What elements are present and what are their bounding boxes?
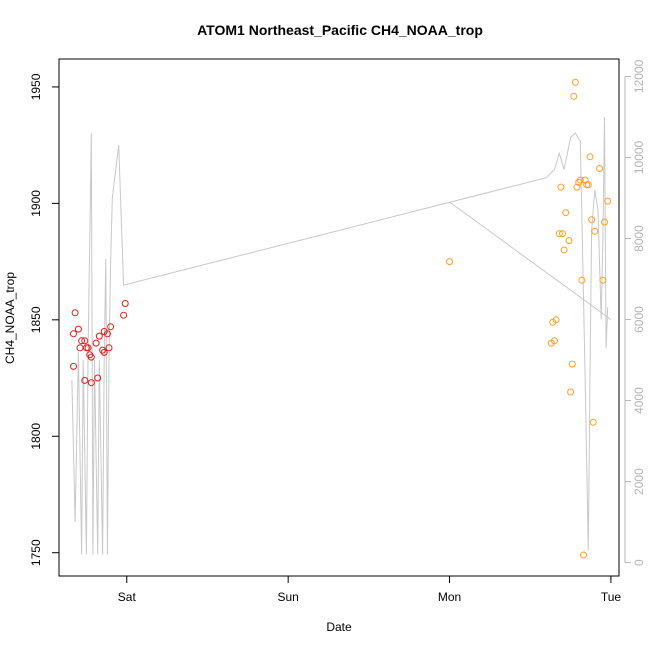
y2-tick-label: 8000 xyxy=(632,225,646,252)
data-point xyxy=(584,181,592,189)
data-point xyxy=(103,330,111,338)
data-point xyxy=(87,353,95,361)
y2-tick-label: 6000 xyxy=(632,306,646,333)
altitude-line-group xyxy=(71,116,612,555)
data-point xyxy=(70,330,77,338)
data-point xyxy=(76,344,84,352)
data-point xyxy=(94,374,102,382)
data-point xyxy=(92,339,100,347)
data-point xyxy=(588,216,596,224)
data-point xyxy=(576,176,584,184)
data-point xyxy=(71,309,79,317)
data-point xyxy=(121,300,129,307)
y2-tick-label: 12000 xyxy=(632,59,646,93)
data-point xyxy=(586,153,594,161)
y-tick-label: 1850 xyxy=(29,306,43,333)
plot-frame xyxy=(58,58,620,577)
data-point xyxy=(446,258,453,266)
x-tick-label: Tue xyxy=(601,590,622,604)
data-point xyxy=(568,360,576,368)
x-axis-label: Date xyxy=(326,620,352,634)
data-point xyxy=(601,218,608,226)
data-point xyxy=(578,276,586,284)
altitude-line-1 xyxy=(449,201,612,320)
y2-tick-label: 0 xyxy=(632,559,646,566)
data-point xyxy=(552,316,560,324)
data-point xyxy=(81,376,89,384)
y-axis-label: CH4_NOAA_trop xyxy=(3,272,17,364)
altitude-line-0 xyxy=(71,116,609,555)
data-point xyxy=(589,418,597,426)
y2-axis: 0 2000 4000 6000 8000 10000 12000 xyxy=(624,59,646,566)
data-point xyxy=(599,276,607,284)
data-point xyxy=(581,176,589,184)
data-point xyxy=(604,197,612,205)
x-axis: Sat Sun Mon Tue xyxy=(118,576,622,604)
data-point xyxy=(81,337,89,345)
data-points xyxy=(70,78,612,559)
data-point xyxy=(550,337,558,345)
data-point xyxy=(567,388,575,396)
data-point xyxy=(559,230,566,238)
data-point xyxy=(560,246,568,254)
data-point xyxy=(596,165,604,172)
data-point xyxy=(580,551,587,559)
data-point xyxy=(570,92,578,100)
y2-tick-label: 10000 xyxy=(632,140,646,174)
data-point xyxy=(591,227,599,235)
data-point xyxy=(107,323,115,331)
y-tick-label: 1750 xyxy=(29,539,43,566)
data-point xyxy=(84,344,92,352)
data-point xyxy=(74,325,82,333)
data-point xyxy=(557,183,565,191)
y-axis: 1750 1800 1850 1900 1950 xyxy=(29,73,59,566)
y-tick-label: 1950 xyxy=(29,73,43,100)
data-point xyxy=(95,332,103,340)
data-point xyxy=(573,183,581,191)
y-tick-label: 1800 xyxy=(29,423,43,450)
data-point xyxy=(78,337,86,345)
data-point xyxy=(105,344,113,352)
y2-tick-label: 2000 xyxy=(632,468,646,495)
x-tick-label: Sat xyxy=(118,590,137,604)
y2-tick-label: 4000 xyxy=(632,387,646,414)
data-point xyxy=(87,379,95,387)
data-point xyxy=(562,209,570,217)
data-point xyxy=(571,78,579,86)
data-point xyxy=(70,362,77,370)
x-tick-label: Sun xyxy=(277,590,298,604)
data-point xyxy=(100,348,108,356)
y-tick-label: 1900 xyxy=(29,190,43,217)
data-point xyxy=(565,237,573,245)
data-point xyxy=(120,311,128,319)
data-point xyxy=(555,230,563,238)
x-tick-label: Mon xyxy=(438,590,461,604)
chart-title: ATOM1 Northeast_Pacific CH4_NOAA_trop xyxy=(197,22,483,38)
